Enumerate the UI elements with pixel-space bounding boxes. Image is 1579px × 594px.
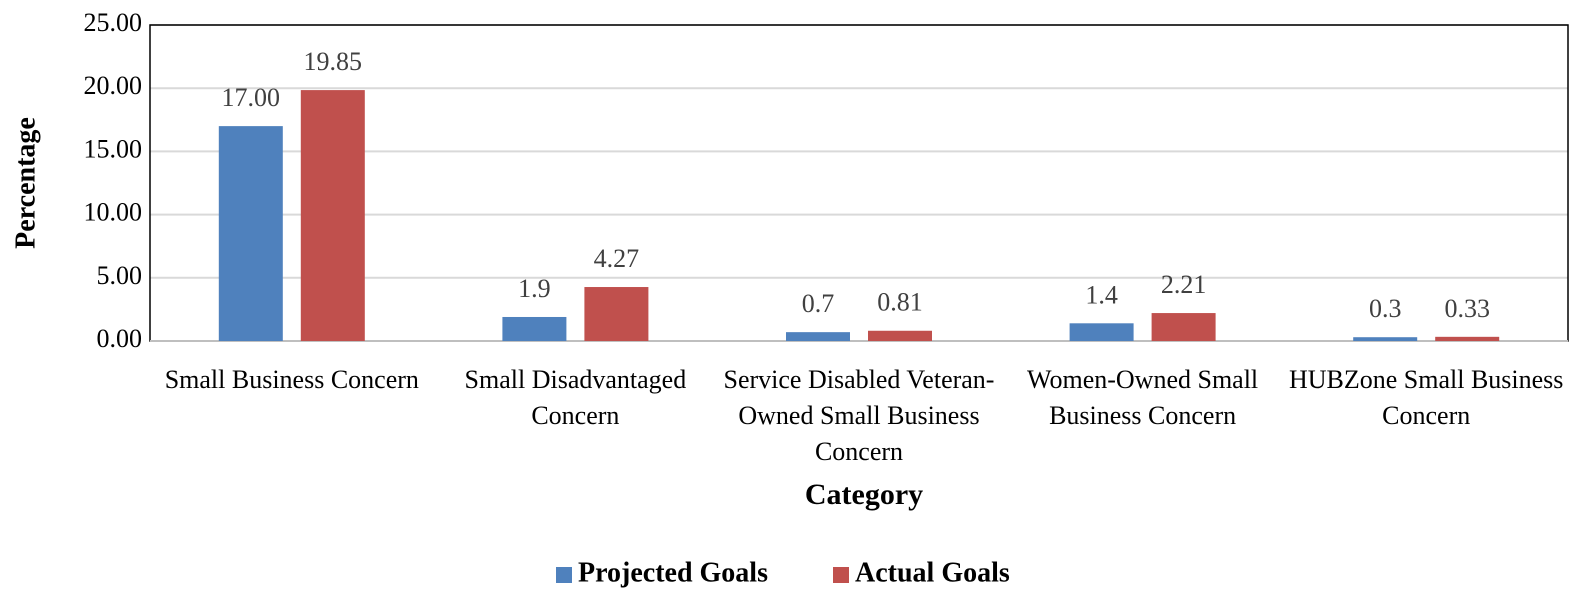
bar <box>1151 313 1216 341</box>
data-label: 19.85 <box>304 47 363 76</box>
bar <box>786 332 850 341</box>
data-label: 2.21 <box>1161 270 1207 299</box>
x-tick-label: Small Disadvantaged Concern <box>464 365 687 430</box>
bar <box>584 287 649 341</box>
data-label: 0.7 <box>802 289 835 318</box>
legend-label: Projected Goals <box>578 557 768 588</box>
legend-swatch <box>556 567 572 583</box>
data-label: 1.4 <box>1085 280 1118 309</box>
data-label: 0.33 <box>1444 294 1490 323</box>
y-tick-label: 25.00 <box>84 8 143 37</box>
bar <box>502 316 567 341</box>
bar <box>218 126 283 342</box>
data-label: 0.81 <box>877 288 923 317</box>
data-label: 4.27 <box>594 244 640 273</box>
x-tick-label: Women-Owned Small Business Concern <box>1027 365 1259 430</box>
bar <box>300 90 365 341</box>
data-label: 17.00 <box>222 83 281 112</box>
legend-label: Actual Goals <box>855 557 1010 588</box>
bar <box>1435 336 1500 341</box>
y-tick-label: 15.00 <box>84 134 143 163</box>
y-tick-label: 20.00 <box>84 71 143 100</box>
x-tick-label: Service Disabled Veteran-Owned Small Bus… <box>723 365 995 466</box>
bar <box>868 330 932 341</box>
y-tick-label: 0.00 <box>97 324 143 353</box>
y-axis-title: Percentage <box>10 117 41 249</box>
y-tick-label: 5.00 <box>97 261 143 290</box>
legend-swatch <box>833 567 849 583</box>
x-tick-label: HUBZone Small Business Concern <box>1288 365 1564 430</box>
x-axis-title: Category <box>805 478 923 511</box>
data-label: 0.3 <box>1369 294 1402 323</box>
bar <box>1353 337 1418 341</box>
bar <box>1069 323 1134 341</box>
y-tick-label: 10.00 <box>84 198 143 227</box>
x-tick-label: Small Business Concern <box>164 365 419 394</box>
data-label: 1.9 <box>518 274 551 303</box>
